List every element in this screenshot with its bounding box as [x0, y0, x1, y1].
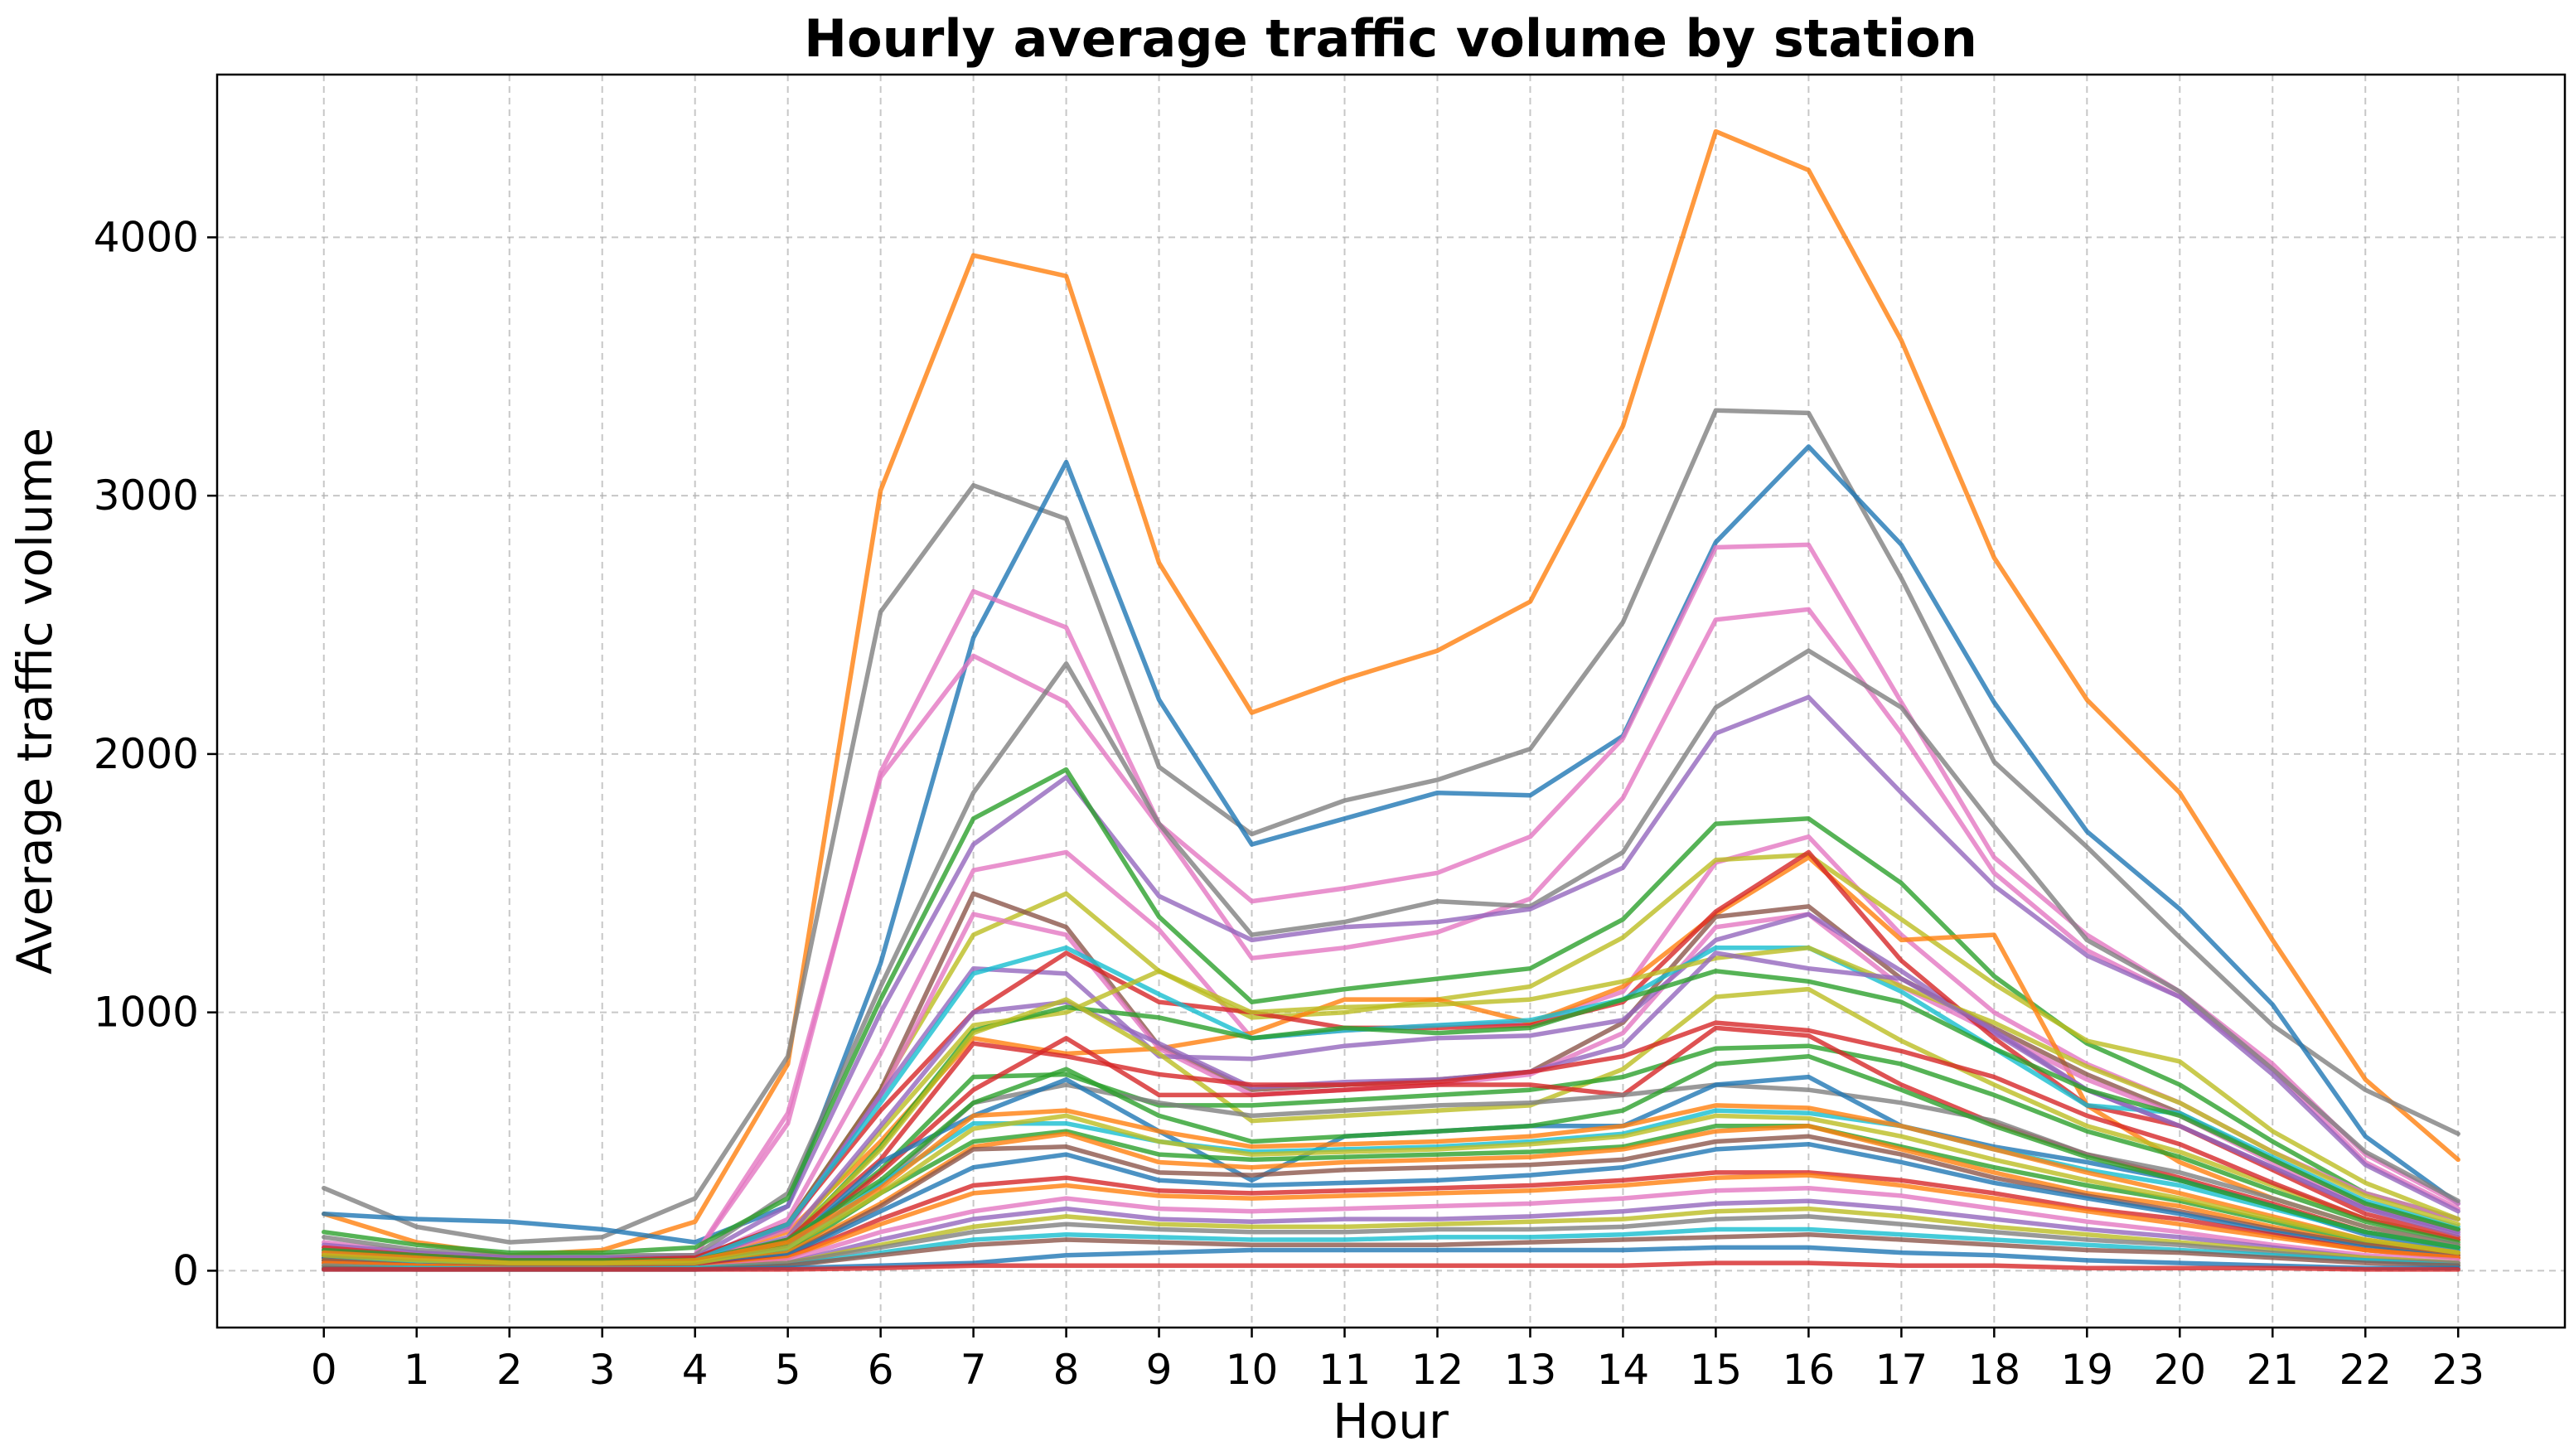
x-tick-label: 0 — [311, 1346, 337, 1394]
x-tick-label: 19 — [2061, 1346, 2114, 1394]
x-tick-label: 13 — [1504, 1346, 1557, 1394]
x-tick-label: 10 — [1226, 1346, 1279, 1394]
y-axis-label: Average traffic volume — [7, 428, 63, 975]
x-tick-label: 4 — [682, 1346, 709, 1394]
series-line-1 — [322, 128, 2460, 1258]
y-tick-label: 3000 — [94, 472, 199, 520]
x-tick-label: 11 — [1318, 1346, 1372, 1394]
series-line-9 — [322, 834, 2460, 1263]
x-tick-label: 9 — [1146, 1346, 1173, 1394]
series-line-40 — [322, 1260, 2460, 1272]
x-tick-label: 8 — [1053, 1346, 1080, 1394]
x-tick-label: 15 — [1690, 1346, 1743, 1394]
series-line-6 — [322, 648, 2460, 1258]
y-tick-label: 1000 — [94, 989, 199, 1037]
x-tick-label: 5 — [775, 1346, 801, 1394]
series-line-2 — [322, 408, 2460, 1245]
x-tick-label: 3 — [589, 1346, 616, 1394]
chart-title: Hourly average traffic volume by station — [804, 8, 1977, 69]
x-axis-label: Hour — [1333, 1393, 1449, 1449]
x-tick-label: 14 — [1597, 1346, 1650, 1394]
x-tick-label: 12 — [1411, 1346, 1464, 1394]
series-line-8 — [322, 767, 2460, 1255]
y-tick-label: 0 — [172, 1246, 199, 1294]
x-tick-label: 2 — [496, 1346, 523, 1394]
x-tick-label: 20 — [2153, 1346, 2206, 1394]
x-tick-label: 22 — [2339, 1346, 2392, 1394]
x-tick-label: 7 — [960, 1346, 987, 1394]
tick-labels: 0 1 2 3 4 5 6 7 8 9 10 11 12 13 14 15 16 17 18 19 20 21 22 2301… — [94, 213, 2484, 1394]
x-tick-label: 21 — [2246, 1346, 2299, 1394]
series-line-43 — [322, 1113, 2460, 1265]
series-lines — [322, 128, 2460, 1272]
x-tick-label: 18 — [1968, 1346, 2021, 1394]
x-tick-label: 17 — [1875, 1346, 1928, 1394]
x-tick-label: 6 — [868, 1346, 894, 1394]
x-tick-label: 23 — [2431, 1346, 2484, 1394]
axes — [215, 73, 2567, 1329]
x-tick-label: 1 — [404, 1346, 430, 1394]
x-tick-label: 16 — [1783, 1346, 1836, 1394]
y-tick-label: 2000 — [94, 730, 199, 778]
series-line-3 — [322, 444, 2460, 1245]
plot-frame — [215, 73, 2567, 1329]
y-tick-label: 4000 — [94, 213, 199, 261]
